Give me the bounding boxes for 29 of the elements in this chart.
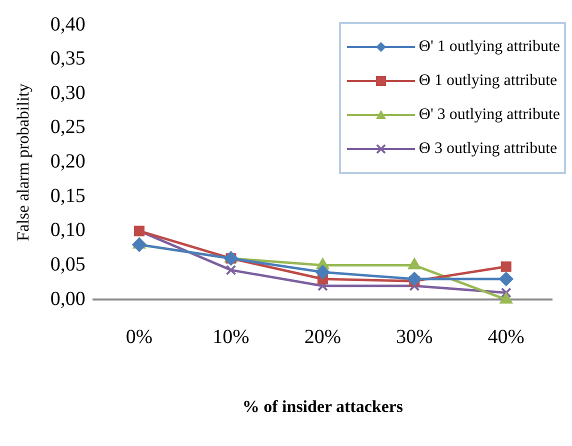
y-tick-label: 0,10 [50, 219, 86, 242]
point [408, 258, 421, 270]
y-tick-label: 0,30 [50, 82, 86, 104]
point [499, 272, 514, 286]
legend-label: Θ 1 outlying attribute [418, 72, 558, 90]
point [500, 287, 512, 298]
point [500, 292, 512, 304]
point [316, 265, 330, 280]
x-tick-label: 10% [212, 326, 250, 348]
x-tick-label: 20% [304, 326, 342, 348]
x-axis-title: % of insider attackers [242, 397, 404, 416]
y-axis-title: False alarm probability [14, 82, 33, 242]
legend-label: Θ 3 outlying attribute [418, 140, 558, 158]
y-tick-label: 0,00 [50, 288, 86, 310]
point [132, 238, 146, 252]
y-tick-label: 0,20 [50, 150, 86, 173]
legend-label: Θ' 1 outlying attribute [418, 38, 560, 56]
y-tick-label: 0,35 [50, 48, 86, 70]
x-tick-label: 30% [396, 326, 433, 348]
y-tick-label: 0,25 [50, 116, 86, 138]
y-tick-label: 0,15 [50, 184, 86, 207]
x-tick-label: 40% [488, 326, 524, 348]
point [500, 261, 512, 272]
x-tick-label: 0% [126, 326, 153, 348]
point [226, 264, 236, 276]
point [407, 272, 422, 286]
legend-label: Θ' 3 outlying attribute [418, 106, 560, 124]
y-tick-label: 0,40 [50, 13, 86, 36]
y-tick-label: 0,05 [50, 254, 86, 276]
